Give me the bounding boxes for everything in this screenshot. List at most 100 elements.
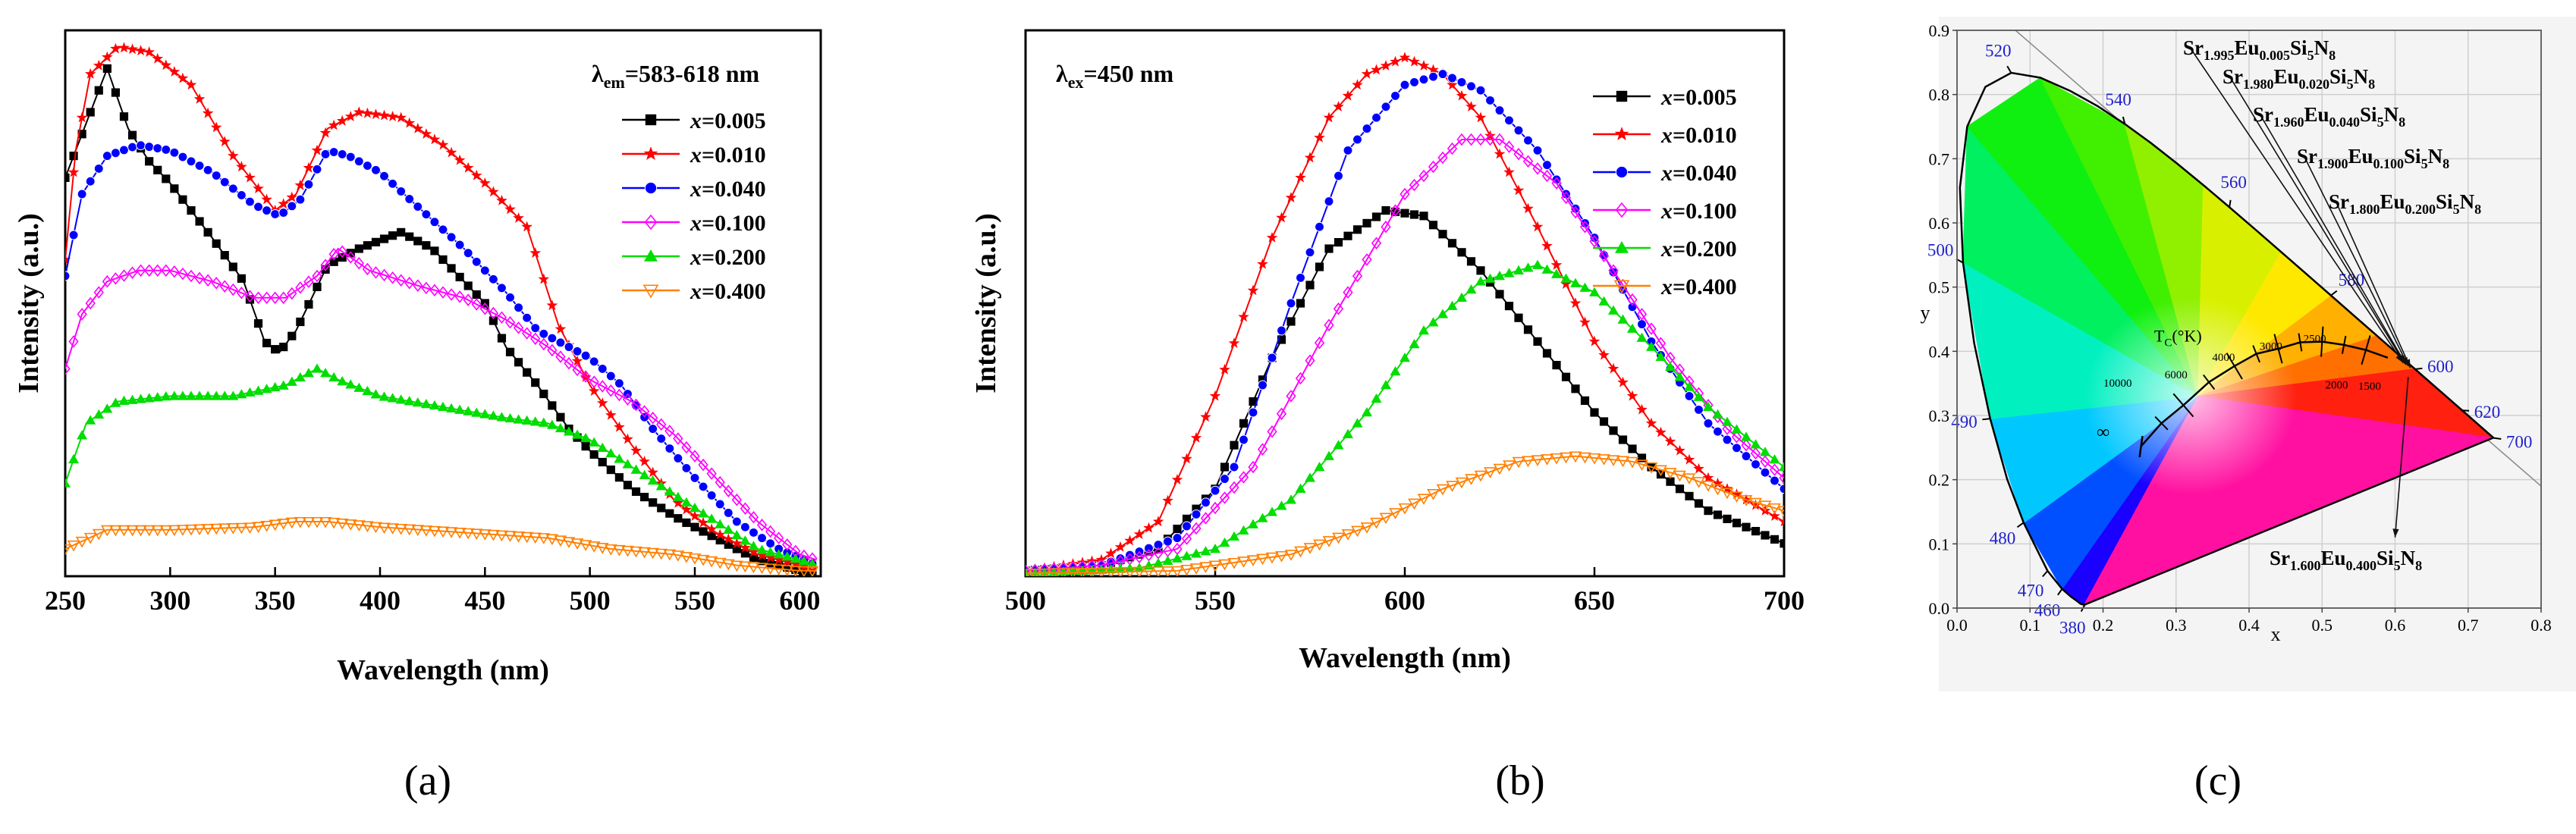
- series-marker: [1267, 353, 1277, 363]
- series-marker: [1314, 462, 1325, 472]
- series-marker: [1560, 278, 1572, 289]
- series-marker: [1731, 424, 1742, 434]
- series-marker: [236, 287, 247, 299]
- series-marker: [1362, 253, 1372, 266]
- series-marker: [320, 368, 331, 378]
- series-marker: [1533, 337, 1542, 346]
- cie-x-tick-label: 0.5: [2312, 616, 2333, 635]
- series-marker: [1609, 426, 1618, 435]
- series-marker: [261, 384, 272, 393]
- series-marker: [622, 393, 633, 406]
- series-marker: [1343, 145, 1353, 155]
- series-marker: [1758, 500, 1772, 513]
- series-marker: [1635, 459, 1648, 472]
- series-marker: [1646, 322, 1657, 335]
- series-marker: [529, 532, 542, 544]
- series-marker: [193, 524, 206, 536]
- legend-marker: [1615, 202, 1629, 218]
- series-marker: [1352, 225, 1362, 234]
- series-marker: [118, 42, 130, 53]
- series-marker: [1323, 111, 1335, 123]
- composition-2: Sr1.980Eu0.020Si5N8: [2223, 65, 2405, 364]
- series-marker: [313, 282, 322, 291]
- series-marker: [781, 551, 793, 561]
- x-tick-label: 350: [255, 585, 296, 616]
- series-marker: [1778, 516, 1784, 527]
- series-marker: [1409, 210, 1419, 219]
- series-marker: [588, 385, 600, 397]
- series-6: [65, 516, 819, 576]
- series-marker: [1523, 135, 1533, 146]
- series-marker: [303, 368, 314, 378]
- isotherm-line: [2252, 345, 2260, 363]
- series-marker: [118, 525, 130, 537]
- series-marker: [1503, 268, 1515, 277]
- series-marker: [1730, 491, 1743, 503]
- series-marker: [303, 179, 314, 190]
- series-marker: [604, 544, 617, 556]
- series-marker: [1237, 557, 1250, 568]
- series-marker: [1220, 462, 1230, 472]
- series-marker: [623, 481, 633, 490]
- series-marker: [646, 547, 660, 560]
- series-marker: [488, 306, 499, 320]
- cie-y-tick-label: 0.6: [1929, 214, 1950, 233]
- series-marker: [1152, 516, 1164, 527]
- series-marker: [554, 422, 566, 433]
- series-marker: [1371, 393, 1382, 403]
- legend-label: x=0.200: [1660, 237, 1737, 262]
- series-marker: [403, 524, 416, 536]
- series-marker: [1732, 443, 1742, 453]
- series-marker: [109, 525, 122, 537]
- series-marker: [1731, 431, 1742, 444]
- series-line: [1026, 73, 1784, 572]
- legend-marker: [643, 146, 658, 160]
- cie-x-tick-label: 0.4: [2238, 616, 2260, 635]
- series-5: [65, 363, 818, 569]
- planckian-label: 3000: [2260, 341, 2282, 353]
- series-marker: [1465, 474, 1478, 485]
- series-marker: [562, 537, 576, 549]
- series-marker: [639, 456, 650, 466]
- series-marker: [1466, 257, 1476, 266]
- series-marker: [353, 256, 364, 270]
- series-marker: [470, 528, 483, 541]
- series-marker: [1589, 287, 1600, 296]
- series-marker: [579, 540, 592, 551]
- series-marker: [1674, 444, 1685, 456]
- cie-y-tick-label: 0.8: [1929, 86, 1950, 105]
- series-marker: [77, 130, 86, 139]
- series-marker: [472, 290, 481, 299]
- series-marker: [1238, 311, 1249, 322]
- series-marker: [1257, 258, 1268, 269]
- series-marker: [1371, 212, 1381, 221]
- series-marker: [1447, 239, 1457, 248]
- series-marker: [262, 338, 272, 348]
- series-marker: [1742, 522, 1751, 531]
- series-marker: [446, 288, 457, 301]
- series-5: [1026, 259, 1784, 576]
- series-marker: [488, 410, 499, 420]
- series-marker: [329, 257, 338, 266]
- series-marker: [698, 481, 708, 492]
- cie-y-tick-label: 0.4: [1929, 342, 1950, 361]
- x-tick-label: 600: [779, 585, 820, 616]
- series-marker: [1371, 64, 1382, 75]
- series-marker: [228, 149, 239, 161]
- series-marker: [765, 538, 776, 549]
- panel-a-frame: [64, 29, 822, 578]
- series-marker: [1722, 434, 1733, 445]
- series-marker: [111, 88, 120, 97]
- series-marker: [470, 169, 482, 180]
- series-marker: [236, 190, 247, 200]
- series-marker: [1503, 166, 1515, 177]
- series-marker: [531, 378, 540, 387]
- series-4: [1026, 133, 1784, 576]
- series-marker: [1493, 463, 1506, 475]
- series-marker: [731, 493, 742, 506]
- series-marker: [1560, 452, 1572, 464]
- series-marker: [672, 497, 684, 508]
- series-marker: [1161, 566, 1174, 576]
- series-marker: [1105, 547, 1117, 559]
- series-marker: [806, 566, 819, 576]
